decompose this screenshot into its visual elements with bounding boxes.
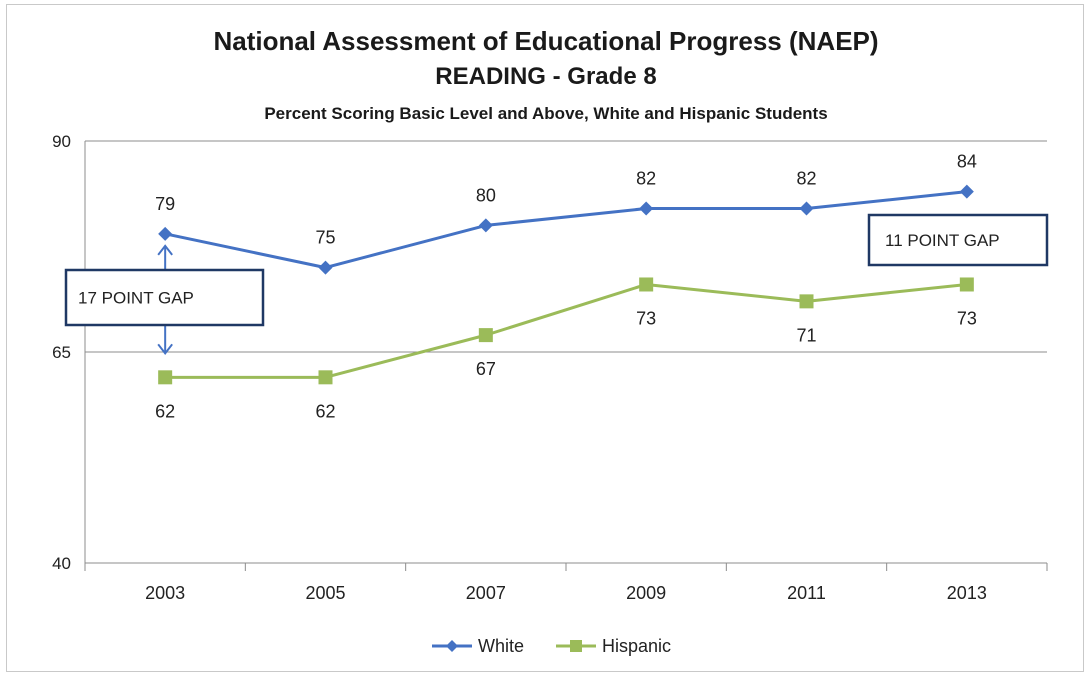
legend-label: Hispanic <box>602 636 671 656</box>
hispanic-point <box>959 277 974 292</box>
chart-frame <box>6 4 1084 672</box>
data-label: 84 <box>957 152 977 172</box>
white-point <box>959 184 974 199</box>
gap-annotation-box <box>867 213 1049 267</box>
y-tick-label: 40 <box>52 554 71 573</box>
data-label: 62 <box>155 401 175 421</box>
white-line <box>164 190 967 270</box>
data-label: 79 <box>155 194 175 214</box>
data-label: 82 <box>796 169 816 189</box>
white-point <box>478 218 493 233</box>
data-label: 82 <box>636 169 656 189</box>
white-point <box>639 201 654 216</box>
x-tick-label: 2013 <box>947 583 987 603</box>
gap-annotation-text: 11 POINT GAP <box>885 231 1000 250</box>
hispanic-point <box>318 370 333 385</box>
hispanic-point <box>478 328 493 343</box>
gap-arrow-head <box>157 343 173 355</box>
data-label: 73 <box>957 308 977 328</box>
x-tick-label: 2005 <box>305 583 345 603</box>
data-label: 71 <box>796 325 816 345</box>
white-point <box>318 260 333 275</box>
white-point <box>799 201 814 216</box>
data-label: 67 <box>476 359 496 379</box>
data-label: 80 <box>476 185 496 205</box>
hispanic-point <box>799 294 814 309</box>
data-label: 73 <box>636 308 656 328</box>
chart-title: National Assessment of Educational Progr… <box>213 26 879 56</box>
y-tick-label: 65 <box>52 343 71 362</box>
hispanic-point <box>158 370 173 385</box>
data-label: 75 <box>315 228 335 248</box>
x-tick-label: 2003 <box>145 583 185 603</box>
gap-annotation-box <box>64 268 265 327</box>
x-tick-label: 2007 <box>466 583 506 603</box>
hispanic-point <box>639 277 654 292</box>
legend-marker <box>570 640 582 652</box>
white-point <box>158 226 173 241</box>
y-tick-label: 90 <box>52 132 71 151</box>
hispanic-line <box>165 282 967 379</box>
legend-marker <box>446 640 458 652</box>
legend-label: White <box>478 636 524 656</box>
x-tick-label: 2011 <box>787 583 826 603</box>
chart-subtitle-2: Percent Scoring Basic Level and Above, W… <box>264 104 828 123</box>
gap-arrow-head <box>157 244 173 256</box>
data-label: 62 <box>315 401 335 421</box>
x-tick-label: 2009 <box>626 583 666 603</box>
gap-annotation-text: 17 POINT GAP <box>78 289 194 308</box>
chart-subtitle: READING - Grade 8 <box>435 63 657 90</box>
